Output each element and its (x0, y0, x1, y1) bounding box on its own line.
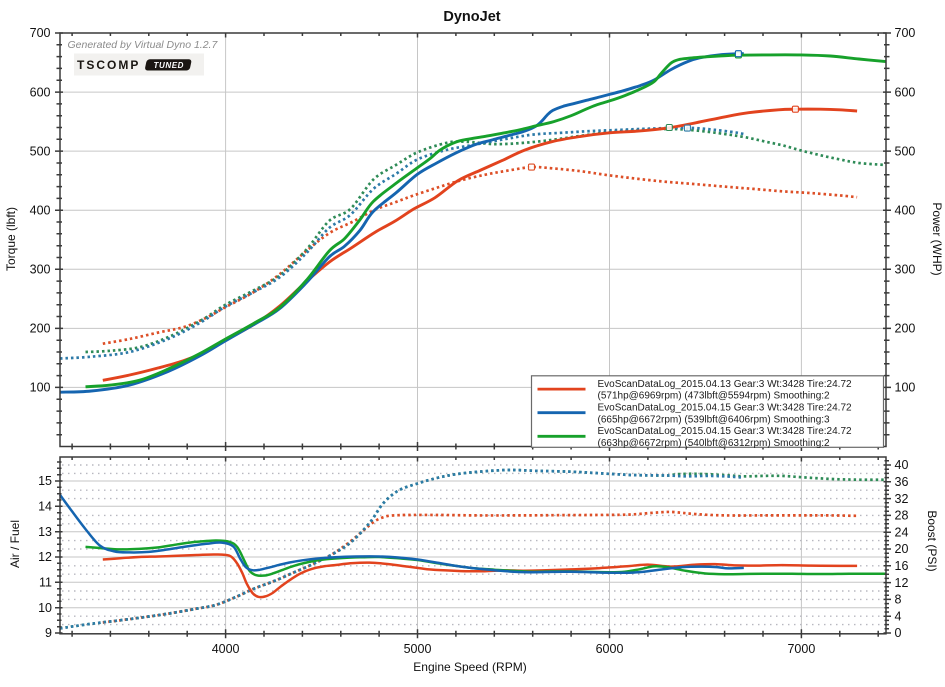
svg-text:Engine Speed (RPM): Engine Speed (RPM) (413, 660, 526, 674)
svg-text:32: 32 (895, 492, 909, 506)
svg-text:7000: 7000 (787, 642, 815, 656)
svg-text:700: 700 (895, 26, 916, 40)
svg-text:5000: 5000 (404, 642, 432, 656)
svg-text:300: 300 (30, 263, 51, 277)
svg-text:20: 20 (895, 542, 909, 556)
svg-text:Torque (lbft): Torque (lbft) (4, 207, 18, 271)
svg-text:8: 8 (895, 593, 902, 607)
svg-text:15: 15 (38, 474, 52, 488)
svg-text:6000: 6000 (596, 642, 624, 656)
svg-text:16: 16 (895, 559, 909, 573)
svg-text:600: 600 (30, 85, 51, 99)
svg-text:4000: 4000 (212, 642, 240, 656)
svg-text:600: 600 (895, 85, 916, 99)
svg-text:40: 40 (895, 458, 909, 472)
svg-text:(571hp@6969rpm) (473lbft@5594r: (571hp@6969rpm) (473lbft@5594rpm) Smooth… (598, 391, 831, 402)
svg-text:300: 300 (895, 263, 916, 277)
svg-text:11: 11 (39, 576, 52, 590)
svg-text:500: 500 (30, 144, 51, 158)
svg-text:TUNED: TUNED (154, 61, 185, 70)
svg-text:400: 400 (30, 203, 51, 217)
svg-text:EvoScanDataLog_2015.04.15 Gear: EvoScanDataLog_2015.04.15 Gear:3 Wt:3428… (598, 403, 853, 414)
svg-text:Air / Fuel: Air / Fuel (8, 520, 22, 568)
svg-text:DynoJet: DynoJet (443, 9, 500, 25)
svg-text:100: 100 (30, 381, 51, 395)
svg-text:Power (WHP): Power (WHP) (930, 202, 944, 275)
svg-text:200: 200 (895, 322, 916, 336)
svg-text:28: 28 (895, 509, 909, 523)
svg-text:12: 12 (895, 576, 909, 590)
svg-text:Generated by Virtual Dyno 1.2.: Generated by Virtual Dyno 1.2.7 (68, 39, 219, 51)
svg-text:0: 0 (895, 626, 902, 640)
svg-text:12: 12 (38, 550, 52, 564)
svg-text:400: 400 (895, 203, 916, 217)
svg-text:9: 9 (45, 626, 52, 640)
svg-text:(663hp@6672rpm) (540lbft@6312r: (663hp@6672rpm) (540lbft@6312rpm) Smooth… (598, 438, 831, 449)
svg-text:4: 4 (895, 609, 902, 623)
svg-text:700: 700 (30, 26, 51, 40)
svg-text:10: 10 (38, 601, 52, 615)
svg-text:(665hp@6672rpm) (539lbft@6406r: (665hp@6672rpm) (539lbft@6406rpm) Smooth… (598, 414, 831, 425)
svg-text:13: 13 (38, 525, 52, 539)
svg-text:EvoScanDataLog_2015.04.15 Gear: EvoScanDataLog_2015.04.15 Gear:3 Wt:3428… (598, 426, 853, 437)
svg-text:Boost (PSI): Boost (PSI) (925, 510, 939, 571)
svg-text:24: 24 (895, 525, 909, 539)
svg-text:TSCOMP: TSCOMP (77, 58, 140, 72)
svg-text:500: 500 (895, 144, 916, 158)
svg-text:EvoScanDataLog_2015.04.13 Gear: EvoScanDataLog_2015.04.13 Gear:3 Wt:3428… (598, 379, 853, 390)
svg-text:200: 200 (30, 322, 51, 336)
svg-text:14: 14 (38, 500, 52, 514)
svg-text:36: 36 (895, 475, 909, 489)
svg-text:100: 100 (895, 381, 916, 395)
